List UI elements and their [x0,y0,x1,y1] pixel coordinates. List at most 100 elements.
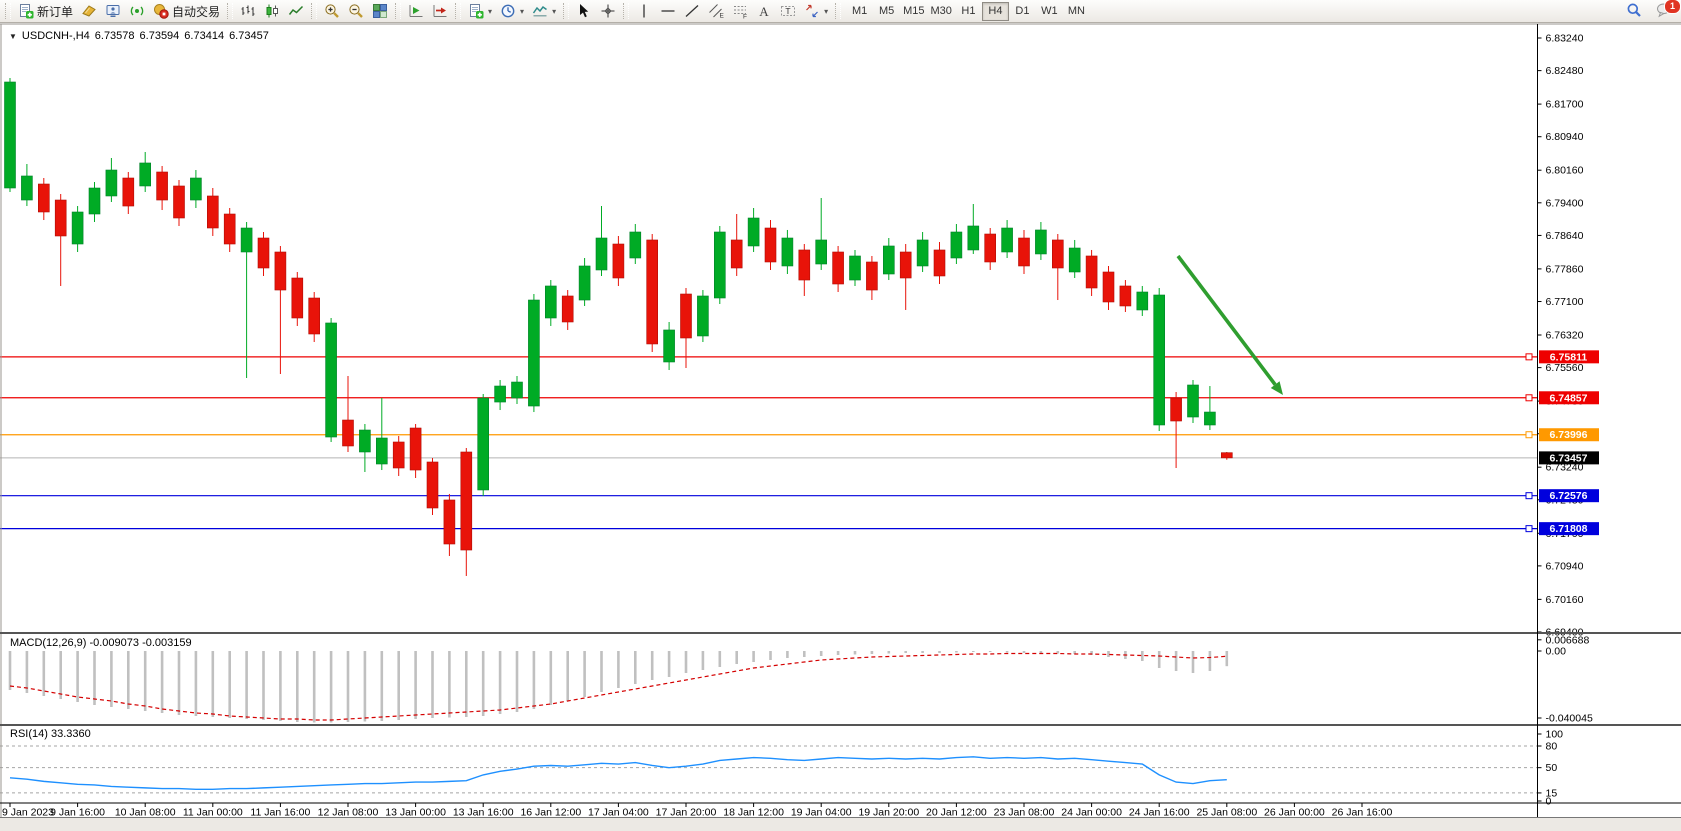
horizontal-price-line[interactable] [0,492,1538,500]
zoom-in-button[interactable] [320,1,344,21]
zoom-out-button[interactable] [344,1,368,21]
signal-icon [130,6,144,16]
line-handle[interactable] [1525,525,1533,533]
notifications-button[interactable]: 1 [1653,0,1681,21]
timeframe-m1-button[interactable]: M1 [846,2,873,21]
price-line-label: 6.73996 [1539,428,1599,442]
chart-low-value: 6.73414 [184,30,225,42]
candle-body [54,199,67,237]
timeframe-m30-button[interactable]: M30 [928,2,955,21]
auto-scroll-button[interactable] [404,1,428,21]
price-tick-label: 6.80940 [1546,131,1584,143]
templates-dropdown[interactable]: ▾ [528,1,560,21]
arrows-icon [806,4,819,18]
vline-icon [643,4,645,18]
search-button[interactable] [1623,1,1645,21]
line-handle[interactable] [1525,394,1533,402]
candle-body [325,322,337,438]
cursor-button[interactable] [572,1,596,21]
fibonacci-button[interactable]: F [728,1,752,21]
timeframe-h1-button[interactable]: H1 [955,2,982,21]
rsi-line [9,756,1227,791]
candle-body [1102,271,1115,303]
time-tick-label: 24 Jan 00:00 [1061,807,1122,819]
text-label-button[interactable]: T [776,1,800,21]
horizontal-price-line[interactable] [0,431,1538,439]
new-order-button[interactable]: 新订单 [14,1,77,21]
trendline-button[interactable] [680,1,704,21]
chart-collapse-icon[interactable]: ▼ [9,31,17,41]
candle-body [342,419,354,447]
price-tick-label: 6.82480 [1546,65,1584,77]
text-button[interactable]: A [752,1,776,21]
crosshair-button[interactable] [596,1,620,21]
line-handle[interactable] [1525,353,1533,361]
svg-text:6.73996: 6.73996 [1550,429,1588,441]
chart-shift-button[interactable] [428,1,452,21]
candle-body [561,295,574,323]
equidistant-channel-button[interactable]: E [704,1,728,21]
time-tick-label: 18 Jan 12:00 [723,807,784,819]
new-chart-dropdown[interactable]: ▾ [464,1,496,21]
price-tick-label: 6.83240 [1546,33,1584,45]
time-tick-label: 12 Jan 08:00 [318,807,379,819]
hline-icon [661,10,675,12]
toolbar-separator [623,3,630,19]
line-handle[interactable] [1525,492,1533,500]
candle-body [392,441,405,469]
zoom-out-icon [349,4,363,18]
periods-dropdown[interactable]: ▾ [496,1,528,21]
horizontal-price-line[interactable] [0,353,1538,361]
time-tick-label: 19 Jan 04:00 [791,807,852,819]
timeframe-mn-button[interactable]: MN [1063,2,1090,21]
toolbar-separator [5,3,11,19]
candlestick-chart-button[interactable] [260,1,284,21]
search-icon [1627,3,1641,17]
window-bottom-strip [0,818,1681,831]
candle-body [730,239,743,269]
candle-body [1035,229,1047,255]
time-tick-label: 24 Jan 16:00 [1129,807,1190,819]
rsi-tick-label: 50 [1546,762,1558,774]
signals-button[interactable] [125,1,149,21]
candle-body [1204,411,1216,426]
time-tick-label: 26 Jan 16:00 [1332,807,1393,819]
bar-chart-button[interactable] [236,1,260,21]
chart-window[interactable]: 6.83240 6.82480 6.81700 6.80940 6.80160 6.794… [0,23,1681,831]
chart-canvas[interactable]: 6.83240 6.82480 6.81700 6.80940 6.80160 6.794… [0,23,1681,831]
svg-text:6.73457: 6.73457 [1550,452,1588,464]
svg-text:6.72576: 6.72576 [1550,490,1588,502]
horizontal-price-line[interactable] [0,394,1538,402]
timeframe-h4-button[interactable]: H4 [981,1,1009,21]
horizontal-line-button[interactable] [656,1,680,21]
time-tick-label: 23 Jan 08:00 [994,807,1055,819]
candle-body [1136,291,1149,311]
rsi-tick-label: 15 [1546,787,1558,799]
market-watch-button[interactable] [101,1,125,21]
gold-profile-icon [82,5,96,17]
crosshair-icon [601,4,615,18]
timeframe-m5-button[interactable]: M5 [873,2,900,21]
toolbar-separator [455,3,462,19]
doc-plus-icon [20,4,34,19]
candle-body [71,211,84,245]
arrows-dropdown[interactable]: ▾ [800,1,832,21]
candle-body [544,285,557,319]
candle-body [578,265,591,301]
price-tick-label: 6.81700 [1546,99,1584,111]
line-chart-button[interactable] [284,1,308,21]
timeframe-d1-button[interactable]: D1 [1009,2,1036,21]
timeframe-m15-button[interactable]: M15 [900,2,927,21]
auto-trading-button[interactable]: 自动交易 [149,1,224,21]
chart-profile-button[interactable] [77,1,101,21]
trend-arrow-annotation[interactable] [1176,254,1283,395]
horizontal-price-line[interactable] [0,525,1538,533]
tile-windows-button[interactable] [368,1,392,21]
line-handle[interactable] [1525,431,1533,439]
vertical-line-button[interactable] [632,1,656,21]
price-tick-label: 6.76320 [1546,329,1584,341]
timeframe-w1-button[interactable]: W1 [1036,2,1063,21]
